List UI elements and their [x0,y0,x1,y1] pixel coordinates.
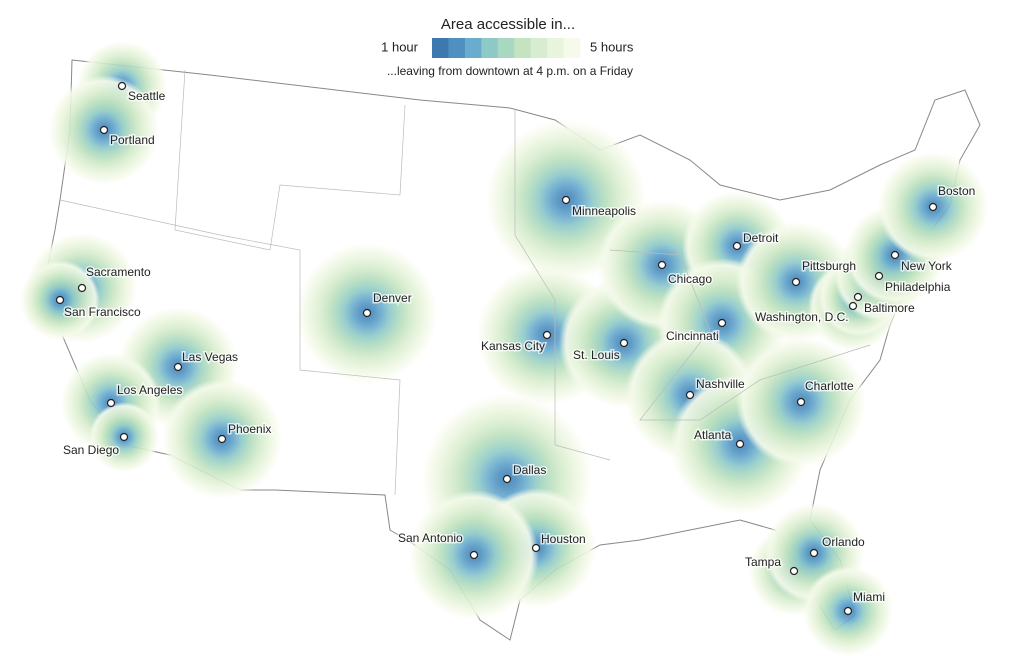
city-label: Tampa [745,555,781,569]
city-label: Atlanta [694,428,732,442]
city-dot [789,566,799,576]
city-label: Pittsburgh [802,259,856,273]
cities: Seattle Portland Sacramento San Francisco La… [55,81,977,616]
city-label: San Diego [63,443,119,457]
city-label: Sacramento [86,265,151,279]
city-dot [796,397,806,407]
city-label: Miami [853,590,885,604]
city-label: Denver [373,291,412,305]
city-dot [217,434,227,444]
city-label: Phoenix [228,422,271,436]
legend-swatch [530,38,548,58]
city-label: Houston [541,532,586,546]
city-label: Los Angeles [117,383,182,397]
city-dot [853,292,863,302]
legend-swatches [432,38,581,58]
city-label: Chicago [668,272,712,286]
legend-swatch [563,38,581,58]
city-label: Boston [938,184,975,198]
city-dot [99,125,109,135]
city-dot [469,550,479,560]
city-label: Orlando [822,535,865,549]
city-dot [848,301,858,311]
city-label: Las Vegas [182,350,238,364]
city-label: Kansas City [481,339,545,353]
city-label: Baltimore [864,301,915,315]
city-dot [561,195,571,205]
city-dot [117,81,127,91]
city-label: Minneapolis [572,204,636,218]
city-dot [809,548,819,558]
legend-swatch [432,38,449,58]
city-dot [717,318,727,328]
city-label: Detroit [743,231,779,245]
legend-max-label: 5 hours [590,39,634,54]
state-lines [59,69,871,496]
city-label: Cincinnati [666,329,719,343]
city-dot [106,398,116,408]
city-dot [55,295,65,305]
city-dot [685,390,695,400]
city-label: St. Louis [573,348,620,362]
city-label: Washington, D.C. [755,310,849,324]
city-dot [874,271,884,281]
legend-swatch [497,38,515,58]
legend-swatch [514,38,532,58]
city-dot [77,283,87,293]
city-dot [502,474,512,484]
city-dot [843,606,853,616]
city-dot [791,277,801,287]
city-dot [732,241,742,251]
city-label: San Antonio [398,531,463,545]
city-dot [542,330,552,340]
city-dot [119,432,129,442]
city-label: Philadelphia [885,280,951,294]
city-dot [657,260,667,270]
city-dot [531,543,541,553]
city-label: New York [901,259,953,273]
city-label: Dallas [513,463,546,477]
legend-swatch [547,38,565,58]
legend-swatch [464,38,482,58]
subtitle: ...leaving from downtown at 4 p.m. on a … [387,64,633,78]
legend-min-label: 1 hour [381,39,419,54]
city-dot [362,308,372,318]
city-dot [173,362,183,372]
legend-swatch [481,38,499,58]
city-label: Portland [110,133,155,147]
city-dot [928,202,938,212]
city-dot [619,338,629,348]
city-dot [890,250,900,260]
city-label: Seattle [128,89,166,103]
city-label: San Francisco [64,305,141,319]
city-label: Nashville [696,377,745,391]
city-dot [735,439,745,449]
legend-swatch [448,38,466,58]
legend-title: Area accessible in... [441,16,575,33]
city-label: Charlotte [805,379,854,393]
